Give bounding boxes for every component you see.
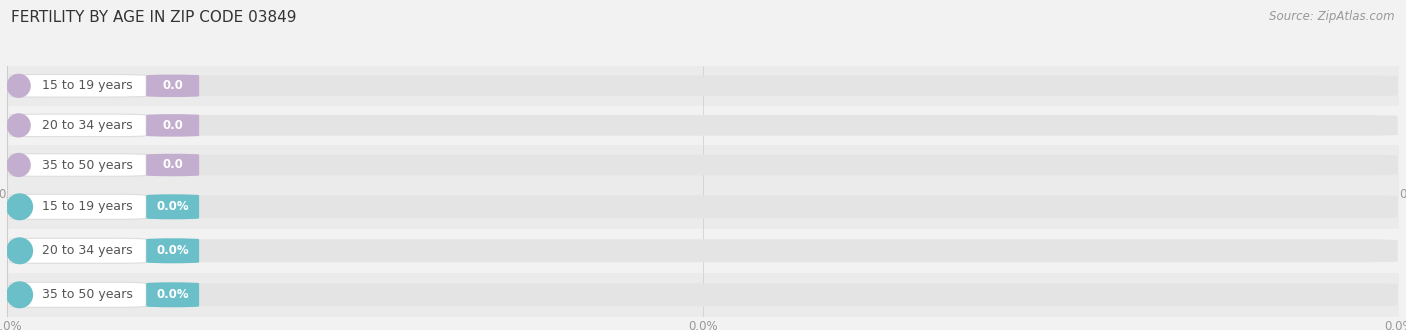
Ellipse shape [6,237,34,264]
Text: 35 to 50 years: 35 to 50 years [42,158,132,172]
FancyBboxPatch shape [10,282,146,307]
Bar [7,66,1399,106]
Bar [7,106,1399,145]
FancyBboxPatch shape [136,76,1398,96]
Ellipse shape [6,281,34,308]
FancyBboxPatch shape [146,238,200,263]
FancyBboxPatch shape [136,115,1398,136]
FancyBboxPatch shape [10,238,146,263]
Text: 0.0: 0.0 [162,158,183,172]
Bar [7,185,1399,229]
FancyBboxPatch shape [10,194,146,219]
Ellipse shape [7,153,31,177]
Text: 35 to 50 years: 35 to 50 years [42,288,132,301]
FancyBboxPatch shape [146,114,200,137]
Ellipse shape [7,74,31,98]
Text: 0.0: 0.0 [162,79,183,92]
Text: Source: ZipAtlas.com: Source: ZipAtlas.com [1270,10,1395,23]
Text: 15 to 19 years: 15 to 19 years [42,200,132,213]
FancyBboxPatch shape [136,155,1398,175]
FancyBboxPatch shape [146,154,200,176]
Text: FERTILITY BY AGE IN ZIP CODE 03849: FERTILITY BY AGE IN ZIP CODE 03849 [11,10,297,25]
Ellipse shape [6,193,34,220]
FancyBboxPatch shape [10,114,146,137]
Ellipse shape [7,113,31,138]
FancyBboxPatch shape [136,239,1398,262]
Text: 0.0%: 0.0% [156,200,188,213]
FancyBboxPatch shape [10,75,146,97]
FancyBboxPatch shape [10,154,146,176]
FancyBboxPatch shape [146,282,200,307]
Bar [7,145,1399,185]
Text: 15 to 19 years: 15 to 19 years [42,79,132,92]
Bar [7,273,1399,317]
Text: 0.0%: 0.0% [156,244,188,257]
Text: 0.0%: 0.0% [156,288,188,301]
Bar [7,229,1399,273]
Text: 0.0: 0.0 [162,119,183,132]
FancyBboxPatch shape [136,195,1398,218]
Text: 20 to 34 years: 20 to 34 years [42,119,132,132]
FancyBboxPatch shape [136,283,1398,306]
FancyBboxPatch shape [146,75,200,97]
FancyBboxPatch shape [146,194,200,219]
Text: 20 to 34 years: 20 to 34 years [42,244,132,257]
